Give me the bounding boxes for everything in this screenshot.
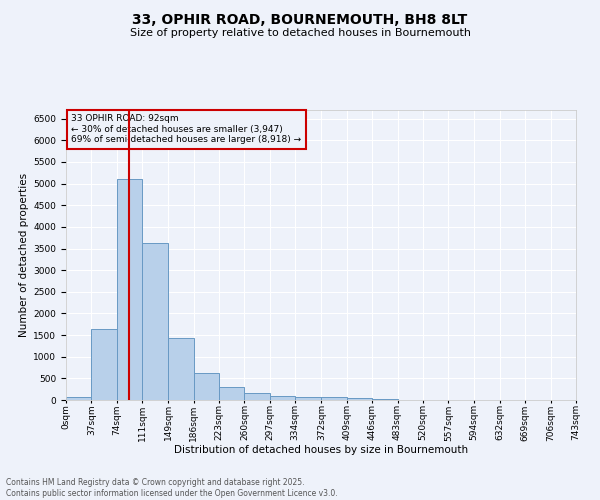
Bar: [66, 397, 91, 400]
X-axis label: Distribution of detached houses by size in Bournemouth: Distribution of detached houses by size …: [174, 444, 468, 454]
Y-axis label: Number of detached properties: Number of detached properties: [19, 173, 29, 337]
Text: Size of property relative to detached houses in Bournemouth: Size of property relative to detached ho…: [130, 28, 470, 38]
Text: Contains HM Land Registry data © Crown copyright and database right 2025.
Contai: Contains HM Land Registry data © Crown c…: [6, 478, 338, 498]
Bar: [219, 386, 244, 400]
Bar: [168, 338, 194, 400]
Text: 33 OPHIR ROAD: 92sqm
← 30% of detached houses are smaller (3,947)
69% of semi-de: 33 OPHIR ROAD: 92sqm ← 30% of detached h…: [71, 114, 301, 144]
Bar: [194, 373, 219, 400]
Bar: [142, 244, 168, 400]
Bar: [347, 398, 372, 400]
Bar: [91, 328, 117, 400]
Bar: [295, 397, 322, 400]
Bar: [244, 394, 270, 400]
Text: 33, OPHIR ROAD, BOURNEMOUTH, BH8 8LT: 33, OPHIR ROAD, BOURNEMOUTH, BH8 8LT: [133, 12, 467, 26]
Bar: [372, 399, 398, 400]
Bar: [322, 397, 347, 400]
Bar: [117, 180, 142, 400]
Bar: [270, 396, 295, 400]
